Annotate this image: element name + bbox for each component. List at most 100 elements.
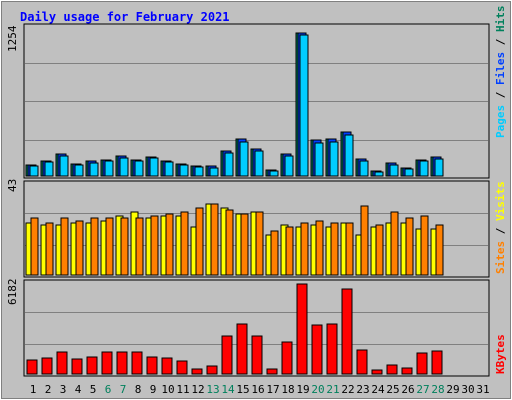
top-legend: Pages / Files / Hits [494,6,507,139]
bar-sites-day-2 [45,222,54,276]
bar-pages-day-21 [329,141,339,177]
bar-pages-day-27 [419,160,429,177]
bar-kbytes-day-16 [251,335,263,375]
x-tick-day-13: 13 [206,383,219,396]
bottom-legend: KBytes [494,334,507,374]
bar-sites-day-12 [195,207,204,276]
chart-title: Daily usage for February 2021 [20,10,230,24]
bottom-bars [26,283,443,375]
x-tick-day-19: 19 [296,383,309,396]
x-tick-day-9: 9 [150,383,157,396]
x-tick-day-3: 3 [60,383,67,396]
bar-pages-day-23 [359,160,369,177]
x-tick-day-16: 16 [251,383,264,396]
bar-kbytes-day-10 [161,357,173,375]
bar-sites-day-16 [255,211,264,276]
bar-pages-day-14 [224,152,234,177]
x-tick-day-22: 22 [341,383,354,396]
x-tick-day-31: 31 [476,383,489,396]
bar-sites-day-1 [30,217,39,276]
bar-kbytes-day-3 [56,351,68,375]
x-tick-day-25: 25 [386,383,399,396]
bar-sites-day-18 [285,226,294,276]
x-tick-day-12: 12 [191,383,204,396]
bar-pages-day-26 [404,168,414,177]
bar-pages-day-25 [389,164,399,177]
bar-sites-day-21 [330,222,339,276]
bar-pages-day-20 [314,142,324,177]
bar-kbytes-day-18 [281,341,293,375]
middle-bars [25,203,444,276]
bar-sites-day-8 [135,217,144,276]
bar-pages-day-24 [374,171,384,177]
legend-kbytes: KBytes [494,334,507,374]
bar-kbytes-day-14 [221,335,233,375]
x-tick-day-8: 8 [135,383,142,396]
top-bars [25,32,444,177]
legend-pages: Pages [494,105,507,138]
bar-kbytes-day-9 [146,356,158,375]
bar-pages-day-11 [179,164,189,177]
x-tick-day-30: 30 [461,383,474,396]
bar-pages-day-4 [74,164,84,177]
bar-sites-day-27 [420,215,429,276]
x-tick-day-14: 14 [221,383,235,396]
bar-sites-day-17 [270,230,279,276]
bar-kbytes-day-11 [176,360,188,375]
bar-pages-day-8 [134,160,144,177]
x-tick-day-21: 21 [326,383,339,396]
bar-kbytes-day-24 [371,369,383,375]
bar-kbytes-day-6 [101,351,113,375]
x-tick-day-2: 2 [45,383,52,396]
x-tick-day-7: 7 [120,383,127,396]
x-tick-day-17: 17 [266,383,279,396]
x-tick-day-11: 11 [176,383,189,396]
bar-pages-day-16 [254,150,264,177]
bar-sites-day-25 [390,211,399,276]
bar-kbytes-day-15 [236,323,248,375]
bar-kbytes-day-21 [326,323,338,375]
x-tick-day-26: 26 [401,383,414,396]
x-tick-day-27: 27 [416,383,429,396]
bar-sites-day-11 [180,211,189,276]
middle-max-label: 43 [6,179,19,192]
x-tick-day-1: 1 [30,383,37,396]
bar-sites-day-13 [210,203,219,276]
bar-kbytes-day-4 [71,358,83,375]
bar-pages-day-13 [209,167,219,177]
bar-kbytes-day-20 [311,324,323,375]
bar-kbytes-day-17 [266,368,278,375]
bar-sites-day-7 [120,217,129,276]
bar-kbytes-day-1 [26,359,38,375]
middle-legend: Sites / Visits [494,181,507,274]
bar-kbytes-day-28 [431,350,443,375]
bar-pages-day-22 [344,134,354,177]
bar-sites-day-24 [375,224,384,276]
bar-kbytes-day-22 [341,288,353,375]
legend-sites: Sites [494,241,507,274]
x-tick-day-28: 28 [431,383,444,396]
bar-kbytes-day-27 [416,352,428,375]
bar-pages-day-5 [89,162,99,177]
bar-pages-day-1 [29,165,39,177]
bar-pages-day-28 [434,158,444,177]
bar-pages-day-12 [194,166,204,177]
x-tick-day-15: 15 [236,383,249,396]
bar-kbytes-day-7 [116,351,128,375]
bar-kbytes-day-23 [356,349,368,375]
bar-pages-day-10 [164,161,174,177]
bar-sites-day-23 [360,205,369,276]
bar-pages-day-18 [284,155,294,177]
top-max-label: 1254 [6,25,19,52]
bar-pages-day-6 [104,160,114,177]
bar-sites-day-6 [105,217,114,276]
bar-sites-day-22 [345,222,354,276]
legend-visits: Visits [494,181,507,221]
x-tick-day-24: 24 [371,383,385,396]
bar-sites-day-20 [315,220,324,276]
bottom-max-label: 6182 [6,279,19,306]
x-axis-day-labels: 1 2 3 4 5 6 7 8 9 10 11 12 13 14 15 16 17 18 19 20 21 22 23 24 2… [30,383,490,396]
x-tick-day-23: 23 [356,383,369,396]
